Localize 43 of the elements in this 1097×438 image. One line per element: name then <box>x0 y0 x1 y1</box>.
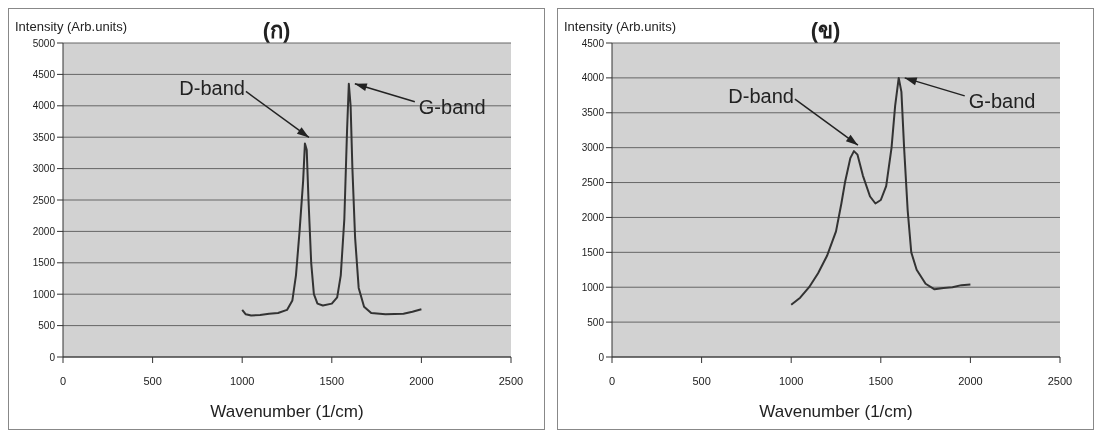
y-tick-label: 4000 <box>581 72 605 84</box>
y-tick-label: 3000 <box>581 142 605 154</box>
y-tick-label: 0 <box>49 351 56 363</box>
x-tick-label: 500 <box>143 374 162 387</box>
y-tick-label: 4500 <box>32 68 56 80</box>
annotation: D-band <box>179 77 245 100</box>
y-tick-label: 4000 <box>32 100 56 112</box>
annotation: D-band <box>728 85 794 108</box>
x-tick-label: 1500 <box>319 374 345 387</box>
y-tick-label: 1500 <box>32 257 56 269</box>
x-tick-label: 500 <box>692 374 711 387</box>
y-axis-title: Intensity (Arb.units) <box>15 19 127 34</box>
y-tick-label: 2500 <box>581 177 605 189</box>
y-tick-label: 3000 <box>32 163 56 175</box>
x-axis-title: Wavenumber (1/cm) <box>210 402 364 421</box>
x-tick-label: 0 <box>59 374 67 387</box>
y-axis-title: Intensity (Arb.units) <box>564 19 676 34</box>
x-tick-label: 2500 <box>1047 374 1073 387</box>
y-tick-label: 5000 <box>32 37 56 49</box>
annotation: G-band <box>418 95 486 118</box>
y-tick-label: 2000 <box>581 211 605 223</box>
annotation: G-band <box>968 89 1036 112</box>
y-tick-label: 2500 <box>32 194 56 206</box>
x-tick-label: 1500 <box>868 374 894 387</box>
chart-title: (ก) <box>262 18 291 43</box>
y-tick-label: 3500 <box>32 131 56 143</box>
x-tick-label: 2000 <box>958 374 983 387</box>
x-tick-label: 1000 <box>778 374 804 387</box>
y-tick-label: 3500 <box>581 107 605 119</box>
y-tick-label: 1000 <box>581 281 605 293</box>
chart-title: (ข) <box>810 18 841 43</box>
x-tick-label: 0 <box>608 374 616 387</box>
x-axis-title: Wavenumber (1/cm) <box>759 402 913 421</box>
x-tick-label: 2000 <box>409 374 434 387</box>
y-tick-label: 2000 <box>32 225 56 237</box>
x-tick-label: 2500 <box>498 374 524 387</box>
x-tick-label: 1000 <box>229 374 255 387</box>
y-tick-label: 4500 <box>581 37 605 49</box>
y-tick-label: 1000 <box>32 288 56 300</box>
y-tick-label: 0 <box>598 351 605 363</box>
y-tick-label: 1500 <box>581 246 605 258</box>
y-tick-label: 500 <box>587 316 605 328</box>
y-tick-label: 500 <box>38 320 56 332</box>
